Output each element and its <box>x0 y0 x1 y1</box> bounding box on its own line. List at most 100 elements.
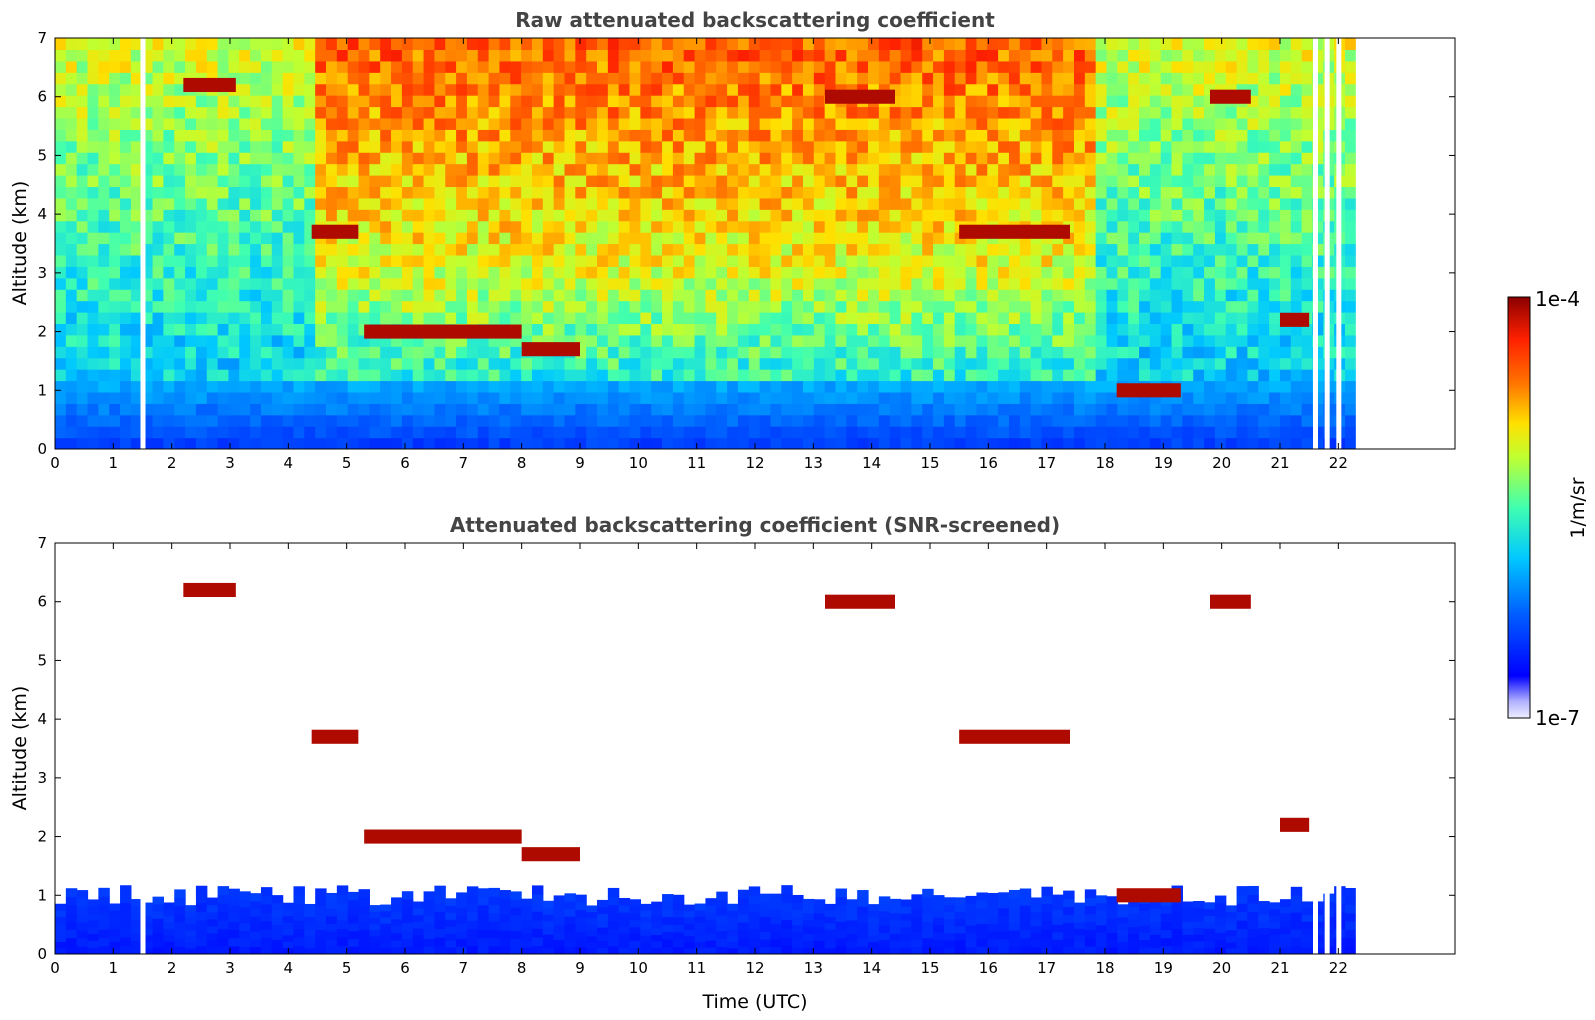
raw-cell <box>1225 437 1238 449</box>
raw-cell <box>737 403 750 416</box>
raw-cell <box>629 163 641 176</box>
screened-cell <box>391 911 403 920</box>
raw-cell <box>911 49 923 62</box>
screened-cell <box>727 935 739 943</box>
raw-cell <box>943 232 956 245</box>
raw-cell <box>98 209 110 222</box>
raw-cell <box>87 175 99 188</box>
raw-cell <box>597 277 609 290</box>
raw-cell <box>412 380 425 393</box>
raw-cell <box>1344 312 1357 325</box>
raw-cell <box>510 117 522 130</box>
raw-cell <box>976 95 988 108</box>
screened-cell <box>597 913 609 921</box>
raw-cell <box>1312 391 1324 404</box>
raw-cell <box>911 72 923 85</box>
raw-cell <box>1030 95 1043 108</box>
raw-cell <box>185 209 197 222</box>
screened-cell <box>705 926 717 934</box>
raw-cell <box>1269 72 1281 85</box>
raw-cell <box>716 369 728 382</box>
raw-cell <box>130 380 143 393</box>
raw-cell <box>1084 232 1097 245</box>
raw-cell <box>380 152 392 165</box>
raw-cell <box>878 38 891 51</box>
raw-cell <box>239 163 251 176</box>
raw-cell <box>1204 220 1216 233</box>
raw-cell <box>629 49 641 62</box>
raw-cell <box>445 186 457 199</box>
raw-cell <box>857 129 869 142</box>
raw-cell <box>868 186 880 199</box>
raw-cell <box>889 117 902 130</box>
raw-cell <box>1236 357 1249 370</box>
raw-cell <box>380 277 392 290</box>
raw-cell <box>878 312 891 325</box>
raw-cell <box>531 83 544 96</box>
raw-cell <box>716 60 728 73</box>
raw-cell <box>1258 369 1270 382</box>
raw-cell <box>998 60 1010 73</box>
raw-cell <box>250 323 262 336</box>
raw-cell <box>87 117 99 130</box>
raw-cell <box>1008 426 1021 439</box>
raw-cell <box>521 334 533 347</box>
raw-cell <box>391 380 403 393</box>
raw-cell <box>802 380 815 393</box>
raw-cell <box>423 334 436 347</box>
raw-cell <box>336 266 349 279</box>
raw-cell <box>65 312 78 325</box>
raw-cell <box>260 38 273 51</box>
screened-cell <box>163 941 175 949</box>
raw-cell <box>1193 312 1205 325</box>
screened-cell <box>65 888 78 898</box>
raw-cell <box>1063 186 1075 199</box>
raw-cell <box>607 346 620 359</box>
raw-cell <box>456 437 468 449</box>
raw-cell <box>1063 300 1075 313</box>
raw-cell <box>1214 357 1227 370</box>
screened-cell <box>282 915 295 923</box>
raw-cell <box>911 300 923 313</box>
raw-cell <box>499 357 511 370</box>
raw-cell <box>477 140 490 153</box>
raw-cell <box>987 186 999 199</box>
raw-cell <box>900 232 912 245</box>
raw-cell <box>293 163 305 176</box>
raw-cell <box>1344 197 1357 210</box>
raw-cell <box>672 380 685 393</box>
raw-cell <box>878 163 891 176</box>
raw-cell <box>618 83 631 96</box>
raw-cell <box>802 49 815 62</box>
raw-cell <box>1019 277 1032 290</box>
raw-cell <box>304 312 316 325</box>
raw-cell <box>662 277 674 290</box>
raw-cell <box>315 197 327 210</box>
raw-cell <box>260 346 273 359</box>
raw-cell <box>1073 220 1086 233</box>
raw-cell <box>1149 106 1162 119</box>
raw-cell <box>564 72 576 85</box>
screened-cell <box>391 918 403 927</box>
raw-cell <box>618 300 631 313</box>
screened-cell <box>727 916 739 924</box>
raw-cell <box>770 49 782 62</box>
raw-cell <box>564 369 576 382</box>
raw-cell <box>607 334 620 347</box>
raw-cell <box>618 95 631 108</box>
raw-cell <box>488 357 501 370</box>
screened-cell <box>195 885 208 895</box>
screened-cell <box>369 911 381 918</box>
raw-cell <box>434 277 446 290</box>
raw-cell <box>716 106 728 119</box>
screened-cell <box>802 947 815 954</box>
x-tick-label: 20 <box>1212 454 1231 472</box>
raw-cell <box>933 232 945 245</box>
screened-cell <box>499 922 511 931</box>
raw-cell <box>954 163 967 176</box>
raw-cell <box>868 266 880 279</box>
raw-cell <box>640 106 652 119</box>
raw-cell <box>748 289 761 302</box>
raw-cell <box>1052 106 1064 119</box>
screened-cell <box>347 907 360 916</box>
